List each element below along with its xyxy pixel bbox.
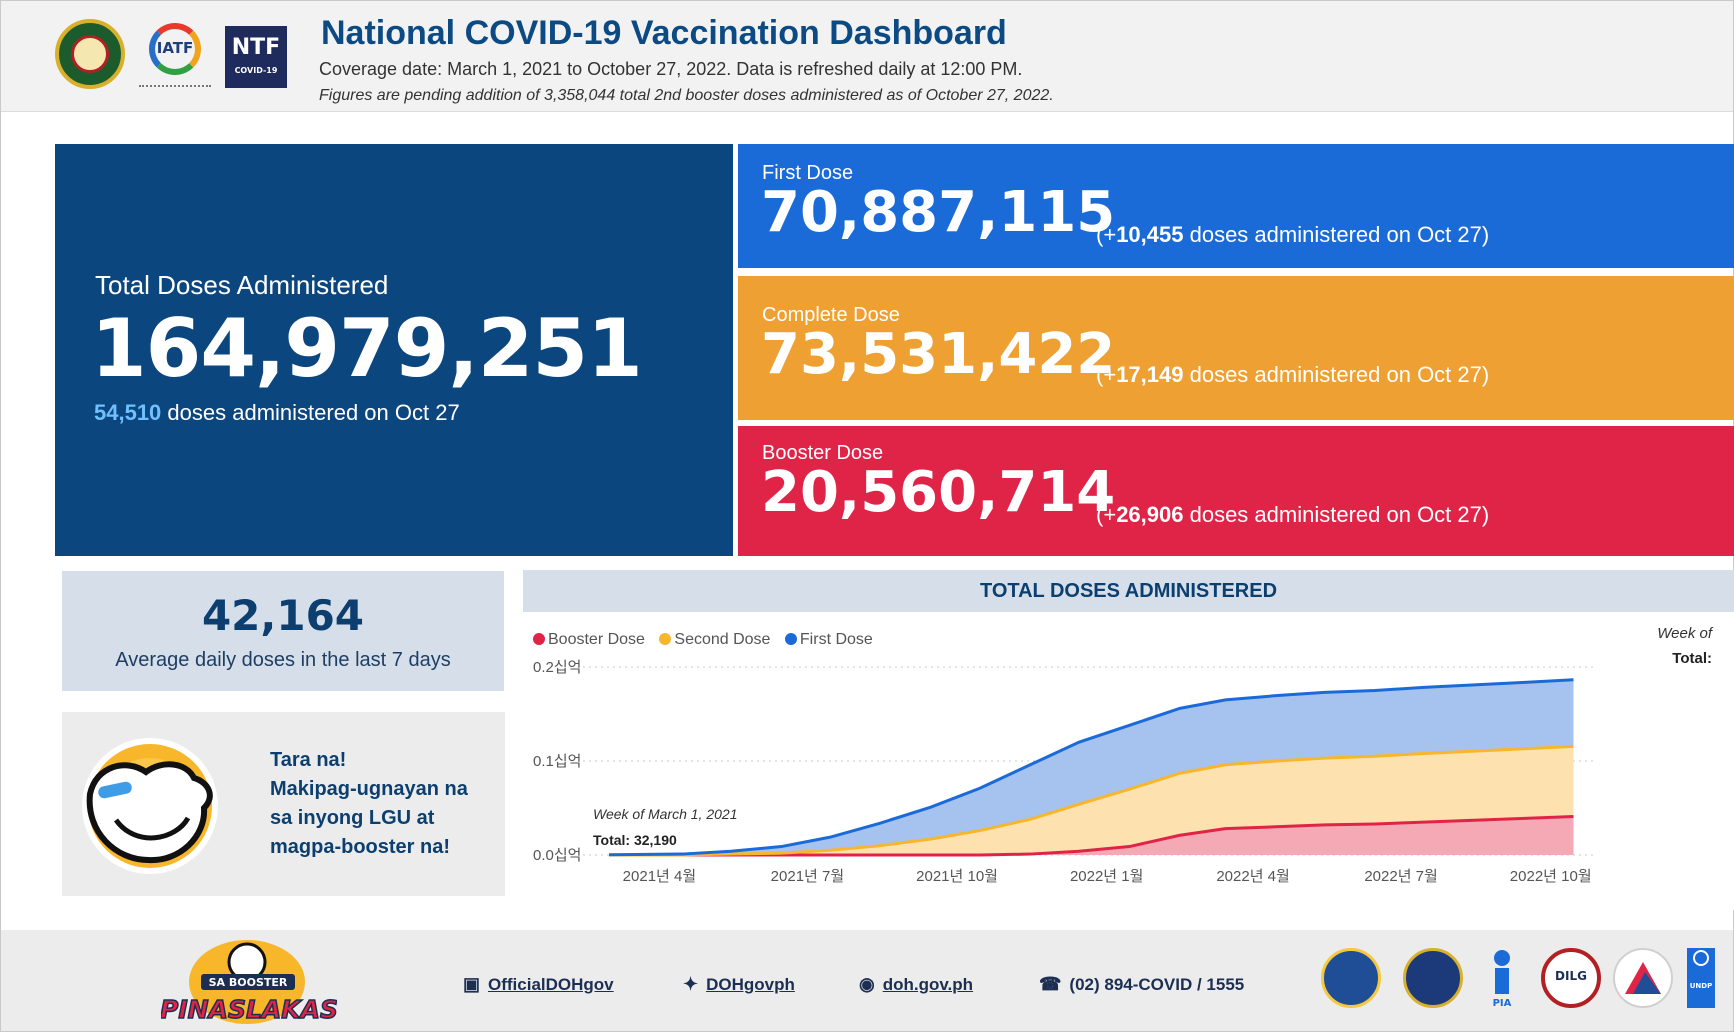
legend-dot-booster bbox=[533, 633, 545, 645]
first-dose-increase-value: 10,455 bbox=[1116, 222, 1184, 247]
government-seal bbox=[1403, 948, 1463, 1008]
header: IATF NTF COVID-19 National COVID-19 Vacc… bbox=[1, 1, 1733, 112]
promo-line-1: Tara na! bbox=[270, 749, 347, 771]
tooltip-week-right: Week of bbox=[1657, 625, 1712, 642]
x-tick-label-4: 2022년 4월 bbox=[1216, 868, 1289, 885]
tooltip-total-right: Total: bbox=[1672, 650, 1712, 667]
twitter-icon: ✦ bbox=[683, 974, 699, 994]
promo-text: Tara na! Makipag-ugnayan na sa inyong LG… bbox=[270, 746, 500, 862]
average-daily-label: Average daily doses in the last 7 days bbox=[115, 649, 451, 671]
x-tick-label-1: 2021년 7월 bbox=[771, 868, 844, 885]
total-daily-text: doses administered on Oct 27 bbox=[161, 400, 460, 425]
page-title: National COVID-19 Vaccination Dashboard bbox=[321, 14, 1007, 52]
booster-promo: Tara na! Makipag-ugnayan na sa inyong LG… bbox=[62, 712, 505, 896]
tooltip-total-left: Total: 32,190 bbox=[593, 832, 677, 848]
legend-label-first: First Dose bbox=[799, 631, 873, 648]
line-first bbox=[608, 678, 1574, 857]
ntf-logo: NTF COVID-19 bbox=[225, 26, 287, 88]
complete-dose-label: Complete Dose bbox=[762, 304, 900, 326]
legend-item-booster[interactable]: Booster Dose bbox=[533, 631, 645, 648]
complete-dose-card: Complete Dose 73,531,422 (+17,149 doses … bbox=[738, 276, 1734, 420]
twitter-link[interactable]: ✦ DOHgovph bbox=[683, 974, 795, 994]
total-doses-value: 164,979,251 bbox=[91, 302, 643, 395]
x-tick-label-0: 2021년 4월 bbox=[623, 868, 696, 885]
total-daily-doses: 54,510 doses administered on Oct 27 bbox=[94, 400, 460, 426]
line-booster bbox=[609, 814, 1574, 857]
iatf-logo-text: IATF bbox=[156, 39, 194, 57]
legend-label-booster: Booster Dose bbox=[548, 631, 645, 648]
presidential-communications-seal bbox=[1321, 948, 1381, 1008]
coverage-date: Coverage date: March 1, 2021 to October … bbox=[319, 59, 1023, 79]
total-doses-label: Total Doses Administered bbox=[95, 270, 389, 300]
total-doses-card: Total Doses Administered 164,979,251 54,… bbox=[55, 144, 733, 556]
phone-icon: ☎ bbox=[1039, 974, 1062, 994]
first-dose-card: First Dose 70,887,115 (+10,455 doses adm… bbox=[738, 144, 1734, 268]
booster-dose-card: Booster Dose 20,560,714 (+26,906 doses a… bbox=[738, 426, 1734, 556]
legend-dot-second bbox=[659, 633, 672, 645]
svg-text:UNDP: UNDP bbox=[1690, 982, 1712, 990]
total-daily-value: 54,510 bbox=[94, 400, 162, 425]
booster-dose-increase: (+26,906 doses administered on Oct 27) bbox=[1096, 502, 1490, 527]
booster-dose-value: 20,560,714 bbox=[761, 460, 1116, 525]
average-daily-card: 42,164 Average daily doses in the last 7… bbox=[62, 571, 504, 691]
undp-logo: UNDP bbox=[1687, 948, 1715, 1008]
svg-text:SA BOOSTER: SA BOOSTER bbox=[209, 976, 288, 989]
pia-logo: PIA bbox=[1485, 948, 1519, 1009]
legend-item-second[interactable]: Second Dose bbox=[659, 631, 770, 648]
chart-title: TOTAL DOSES ADMINISTERED bbox=[523, 570, 1734, 612]
x-tick-label-6: 2022년 10월 bbox=[1510, 868, 1592, 885]
tooltip-week-left: Week of March 1, 2021 bbox=[593, 806, 738, 822]
y-tick-label-2: 0.2십억 bbox=[533, 659, 581, 676]
booster-dose-increase-value: 26,906 bbox=[1116, 502, 1184, 527]
iatf-logo: IATF bbox=[139, 23, 211, 93]
svg-text:PIA: PIA bbox=[1493, 998, 1512, 1008]
promo-line-4: magpa-booster na! bbox=[270, 836, 451, 858]
promo-line-2: Makipag-ugnayan na bbox=[270, 778, 468, 800]
globe-icon: ◉ bbox=[859, 974, 875, 994]
complete-dose-value: 73,531,422 bbox=[761, 322, 1116, 387]
line-second bbox=[609, 744, 1574, 857]
doh-seal-logo bbox=[55, 19, 125, 89]
footer: SA BOOSTER PINASLAKAS ▣ OfficialDOHgov ✦ D… bbox=[1, 930, 1733, 1031]
first-dose-value: 70,887,115 bbox=[761, 180, 1116, 245]
booster-dose-label: Booster Dose bbox=[762, 442, 884, 464]
legend-item-first[interactable]: First Dose bbox=[784, 631, 873, 648]
x-tick-label-2: 2021년 10월 bbox=[916, 868, 998, 885]
partner-seal-triangle bbox=[1613, 948, 1673, 1008]
ntf-logo-text: NTF bbox=[231, 35, 281, 60]
complete-dose-increase-value: 17,149 bbox=[1116, 362, 1184, 387]
sa-booster-pinaslakas-logo: SA BOOSTER PINASLAKAS bbox=[161, 940, 337, 1025]
website-link[interactable]: ◉ doh.gov.ph bbox=[859, 974, 974, 994]
flexed-arm-icon bbox=[82, 738, 218, 874]
legend-dot-first bbox=[784, 633, 797, 645]
legend-label-second: Second Dose bbox=[674, 631, 771, 648]
plot-group: 0.0십억 0.1십억 0.2십억 2021년 4월 2021년 7월 2021년 10월… bbox=[533, 659, 1595, 885]
dilg-logo: DILG bbox=[1541, 948, 1601, 1008]
x-tick-label-5: 2022년 7월 bbox=[1364, 868, 1437, 885]
x-tick-label-3: 2022년 1월 bbox=[1070, 868, 1143, 885]
complete-dose-increase: (+17,149 doses administered on Oct 27) bbox=[1096, 362, 1490, 387]
promo-line-3: sa inyong LGU at bbox=[270, 807, 435, 829]
ntf-logo-subtext: COVID-19 bbox=[234, 66, 278, 75]
first-dose-increase: (+10,455 doses administered on Oct 27) bbox=[1096, 222, 1490, 247]
svg-text:PINASLAKAS: PINASLAKAS bbox=[161, 995, 337, 1024]
facebook-icon: ▣ bbox=[463, 974, 481, 994]
area-chart-svg[interactable]: 0.0십억 0.1십억 0.2십억 2021년 4월 2021년 7월 2021년 10월… bbox=[523, 570, 1734, 910]
pending-note: Figures are pending addition of 3,358,04… bbox=[319, 87, 1054, 104]
facebook-link[interactable]: ▣ OfficialDOHgov bbox=[463, 974, 614, 994]
chart-legend: Booster Dose Second Dose First Dose bbox=[533, 631, 883, 649]
y-tick-label-0: 0.0십억 bbox=[533, 847, 581, 864]
y-tick-label-1: 0.1십억 bbox=[533, 753, 581, 770]
total-doses-chart: 0.0십억 0.1십억 0.2십억 2021년 4월 2021년 7월 2021년 10월… bbox=[523, 570, 1734, 910]
phone-hotline: ☎ (02) 894-COVID / 1555 bbox=[1039, 974, 1245, 994]
first-dose-label: First Dose bbox=[762, 162, 854, 184]
average-daily-value: 42,164 bbox=[201, 591, 365, 640]
